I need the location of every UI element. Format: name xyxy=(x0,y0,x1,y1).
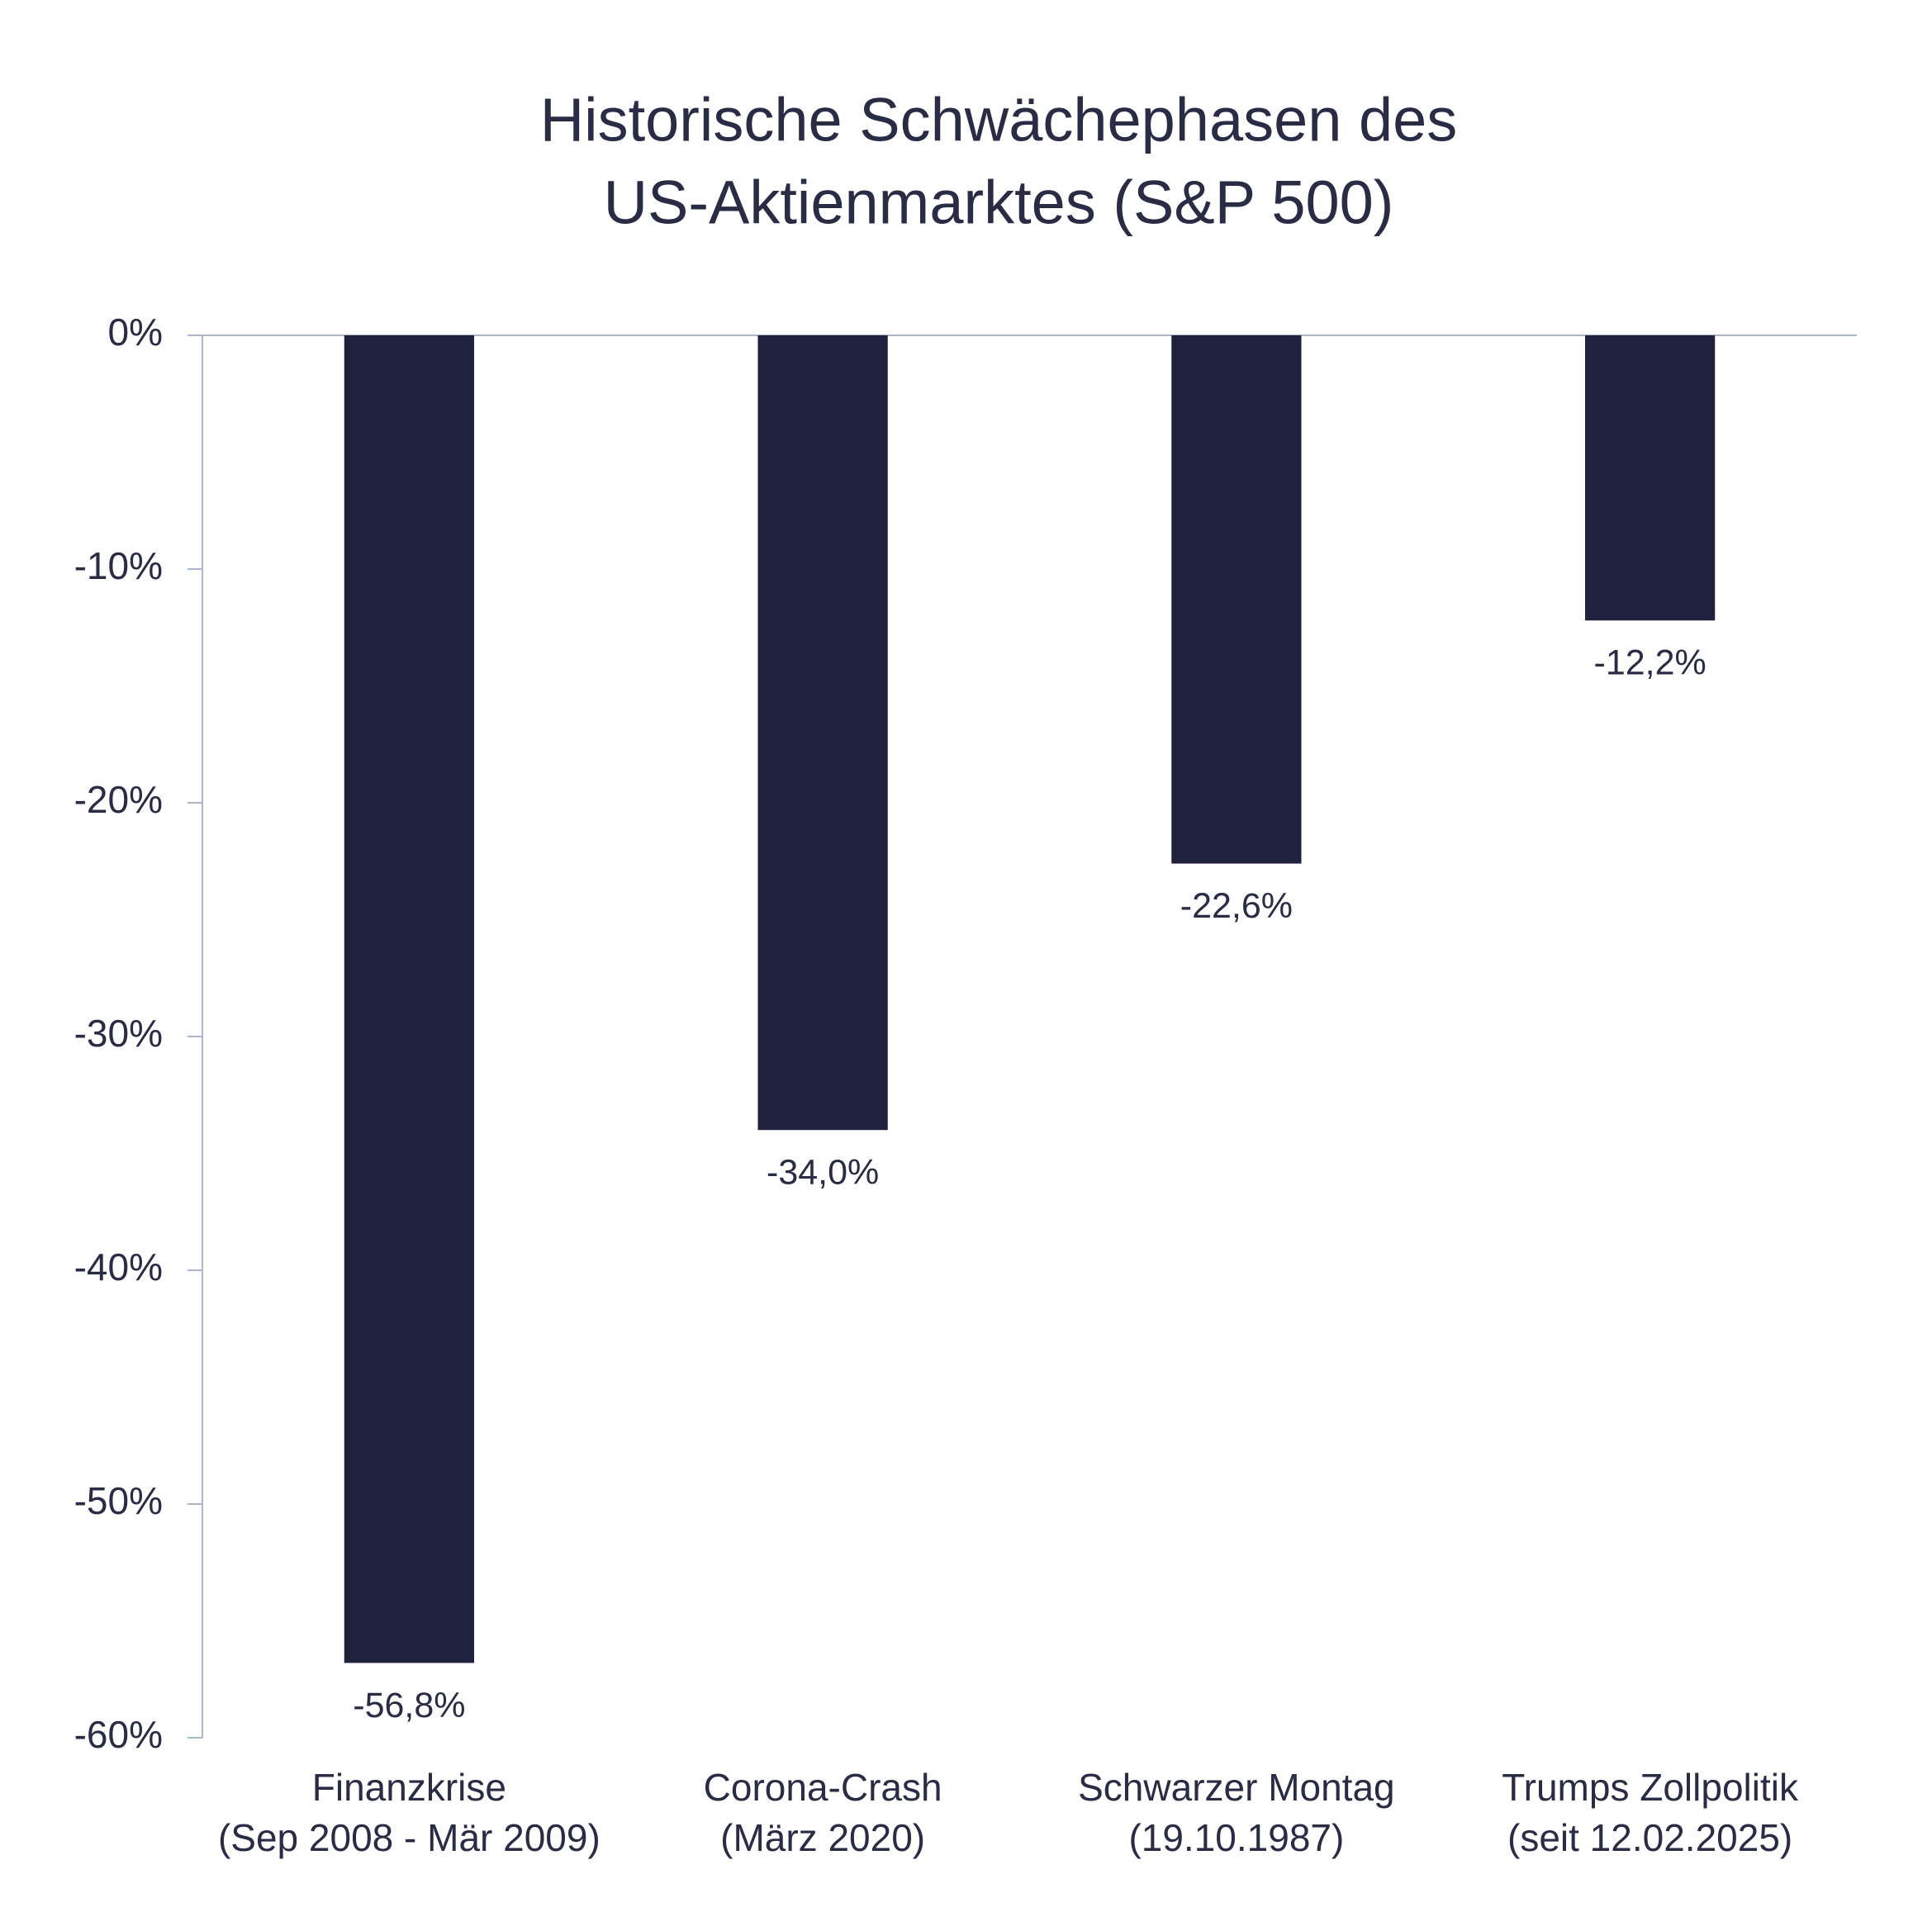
x-tick-label: (19.10.1987) xyxy=(1128,1816,1344,1859)
y-tick-label: -20% xyxy=(74,778,163,821)
y-tick-label: -30% xyxy=(74,1012,163,1055)
value-label: -34,0% xyxy=(767,1153,879,1193)
y-tick-label: -60% xyxy=(74,1713,163,1756)
y-tick-label: -10% xyxy=(74,544,163,587)
x-tick-label: Trumps Zollpolitik xyxy=(1502,1766,1799,1809)
bar xyxy=(1171,335,1302,864)
y-tick-label: 0% xyxy=(108,311,163,353)
value-label: -22,6% xyxy=(1180,886,1293,926)
chart-title: Historische Schwächephasen des xyxy=(540,86,1458,154)
x-tick-label: Schwarzer Montag xyxy=(1078,1766,1395,1809)
chart-title: US-Aktienmarktes (S&P 500) xyxy=(604,168,1394,237)
x-tick-label: Corona-Crash xyxy=(704,1766,942,1809)
bar xyxy=(757,335,888,1131)
y-tick-label: -50% xyxy=(74,1479,163,1522)
bar xyxy=(344,335,474,1663)
x-tick-label: Finanzkrise xyxy=(312,1766,506,1809)
bar xyxy=(1585,335,1716,621)
value-label: -56,8% xyxy=(353,1686,465,1725)
x-tick-label: (Sep 2008 - Mär 2009) xyxy=(218,1816,600,1859)
y-tick-label: -40% xyxy=(74,1245,163,1288)
x-tick-label: (März 2020) xyxy=(720,1816,925,1859)
x-tick-label: (seit 12.02.2025) xyxy=(1507,1816,1792,1859)
value-label: -12,2% xyxy=(1594,643,1707,683)
